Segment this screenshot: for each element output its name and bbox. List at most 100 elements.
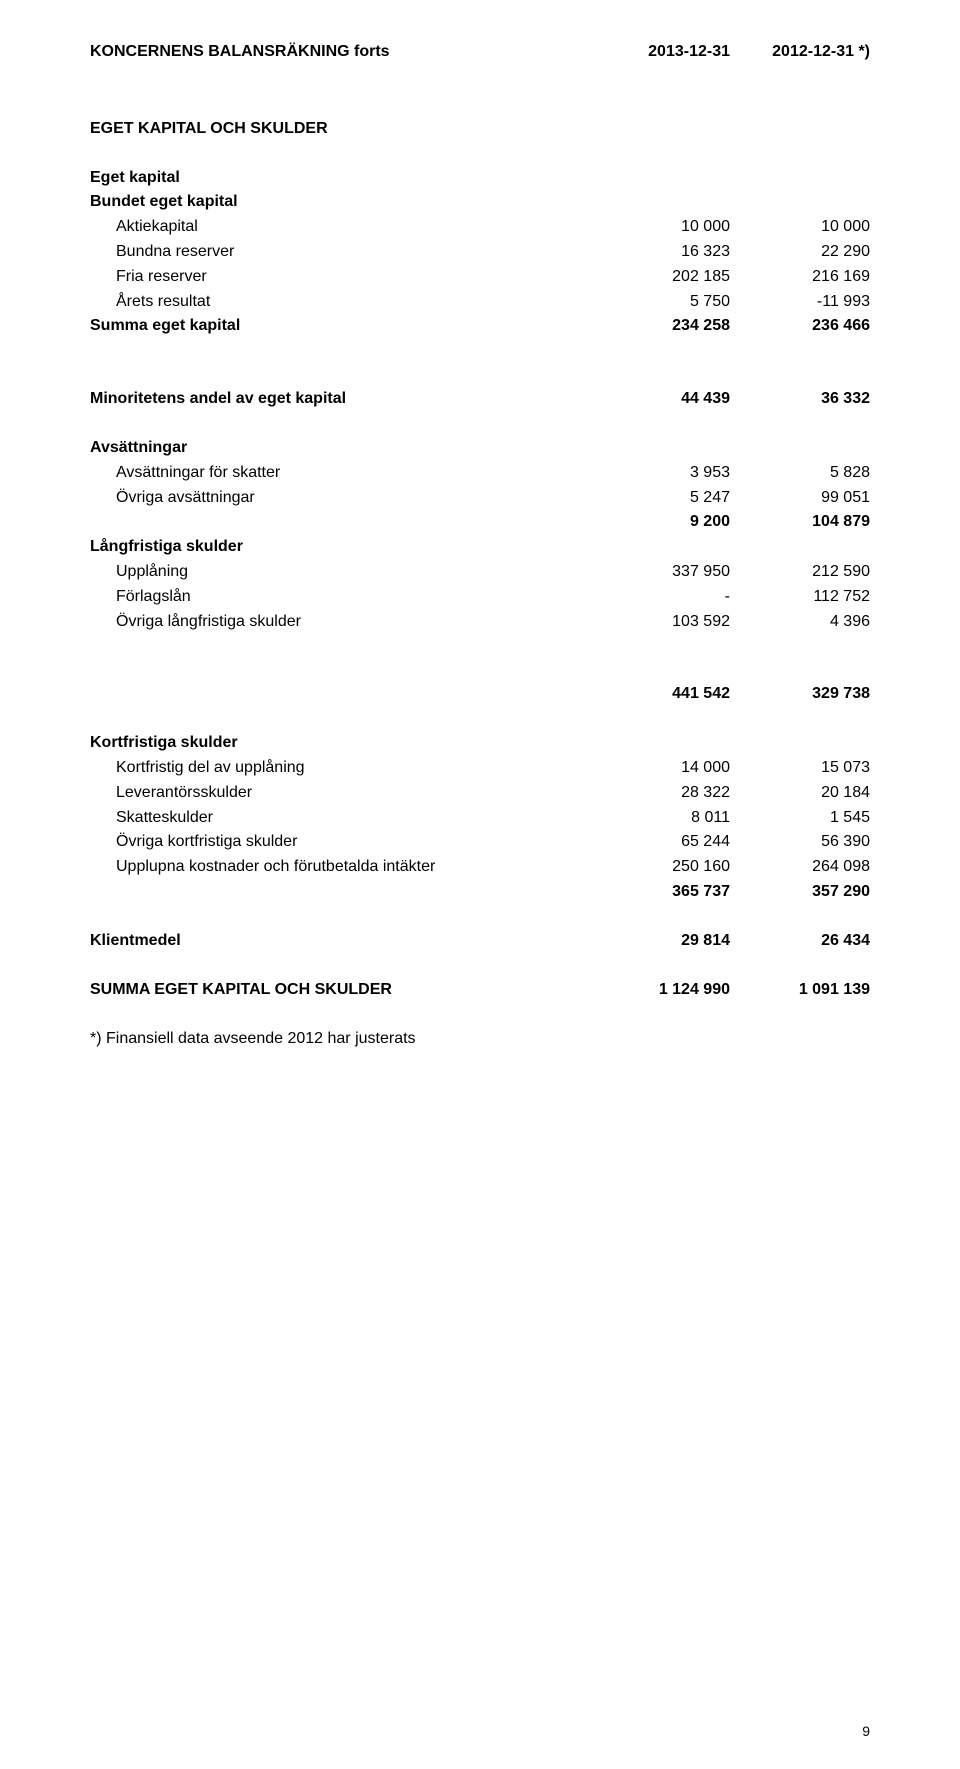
sum-value: 236 466 <box>730 314 870 339</box>
row-label: Upplupna kostnader och förutbetalda intä… <box>90 855 590 880</box>
empty-label <box>90 682 590 707</box>
row-value: 56 390 <box>730 830 870 855</box>
row-label: Bundna reserver <box>90 240 590 265</box>
row-value: 1 545 <box>730 806 870 831</box>
table-row: Upplåning 337 950 212 590 <box>90 560 870 585</box>
table-row: Årets resultat 5 750 -11 993 <box>90 290 870 315</box>
table-row: Bundna reserver 16 323 22 290 <box>90 240 870 265</box>
row-value: 103 592 <box>590 610 730 635</box>
subtotal-row: 365 737 357 290 <box>90 880 870 905</box>
heading-label: Avsättningar <box>90 436 870 461</box>
klientmedel-row: Klientmedel 29 814 26 434 <box>90 929 870 954</box>
row-value: 365 737 <box>590 880 730 905</box>
row-value: 250 160 <box>590 855 730 880</box>
heading-label: Långfristiga skulder <box>90 535 870 560</box>
row-label: Kortfristig del av upplåning <box>90 756 590 781</box>
row-value: 20 184 <box>730 781 870 806</box>
total-label: SUMMA EGET KAPITAL OCH SKULDER <box>90 978 590 1003</box>
row-label: Minoritetens andel av eget kapital <box>90 387 590 412</box>
footnote: *) Finansiell data avseende 2012 har jus… <box>90 1030 870 1048</box>
row-value: 202 185 <box>590 265 730 290</box>
row-label: Övriga avsättningar <box>90 486 590 511</box>
table-row: Aktiekapital 10 000 10 000 <box>90 215 870 240</box>
row-value: 10 000 <box>590 215 730 240</box>
table-row: Övriga avsättningar 5 247 99 051 <box>90 486 870 511</box>
page-title: KONCERNENS BALANSRÄKNING forts <box>90 40 590 65</box>
row-label: Årets resultat <box>90 290 590 315</box>
row-value: 5 247 <box>590 486 730 511</box>
total-row: SUMMA EGET KAPITAL OCH SKULDER 1 124 990… <box>90 978 870 1003</box>
row-value: -11 993 <box>730 290 870 315</box>
row-value: 112 752 <box>730 585 870 610</box>
header-row: KONCERNENS BALANSRÄKNING forts 2013-12-3… <box>90 40 870 65</box>
table-row: Avsättningar för skatter 3 953 5 828 <box>90 461 870 486</box>
row-value: 104 879 <box>730 510 870 535</box>
row-value: 14 000 <box>590 756 730 781</box>
heading-label: Eget kapital <box>90 166 870 191</box>
row-value: 4 396 <box>730 610 870 635</box>
row-label: Avsättningar för skatter <box>90 461 590 486</box>
header-col2: 2012-12-31 *) <box>730 40 870 65</box>
row-value: 9 200 <box>590 510 730 535</box>
empty-label <box>90 510 590 535</box>
row-value: 264 098 <box>730 855 870 880</box>
section-title: EGET KAPITAL OCH SKULDER <box>90 117 870 142</box>
row-value: 22 290 <box>730 240 870 265</box>
table-row: Skatteskulder 8 011 1 545 <box>90 806 870 831</box>
row-value: 44 439 <box>590 387 730 412</box>
sub-heading-label: Bundet eget kapital <box>90 190 870 215</box>
avsattningar-heading: Avsättningar <box>90 436 870 461</box>
row-value: 8 011 <box>590 806 730 831</box>
row-value: 10 000 <box>730 215 870 240</box>
row-label: Övriga långfristiga skulder <box>90 610 590 635</box>
row-label: Övriga kortfristiga skulder <box>90 830 590 855</box>
bundet-heading: Bundet eget kapital <box>90 190 870 215</box>
table-row: Kortfristig del av upplåning 14 000 15 0… <box>90 756 870 781</box>
row-value: 357 290 <box>730 880 870 905</box>
section-title-label: EGET KAPITAL OCH SKULDER <box>90 117 870 142</box>
heading-label: Kortfristiga skulder <box>90 731 870 756</box>
row-value: 99 051 <box>730 486 870 511</box>
langfristiga-sum-row: 441 542 329 738 <box>90 682 870 707</box>
row-value: 28 322 <box>590 781 730 806</box>
row-label: Förlagslån <box>90 585 590 610</box>
langfristiga-heading: Långfristiga skulder <box>90 535 870 560</box>
row-label: Fria reserver <box>90 265 590 290</box>
row-label: Klientmedel <box>90 929 590 954</box>
row-value: 3 953 <box>590 461 730 486</box>
sum-row: Summa eget kapital 234 258 236 466 <box>90 314 870 339</box>
row-label: Aktiekapital <box>90 215 590 240</box>
subtotal-row: 9 200 104 879 <box>90 510 870 535</box>
sum-value: 329 738 <box>730 682 870 707</box>
row-value: 5 828 <box>730 461 870 486</box>
row-value: 16 323 <box>590 240 730 265</box>
sum-label: Summa eget kapital <box>90 314 590 339</box>
table-row: Fria reserver 202 185 216 169 <box>90 265 870 290</box>
row-value: 65 244 <box>590 830 730 855</box>
row-value: 5 750 <box>590 290 730 315</box>
kortfristiga-heading: Kortfristiga skulder <box>90 731 870 756</box>
empty-label <box>90 880 590 905</box>
row-value: 216 169 <box>730 265 870 290</box>
row-value: 337 950 <box>590 560 730 585</box>
page-number: 9 <box>862 1723 870 1739</box>
table-row: Övriga långfristiga skulder 103 592 4 39… <box>90 610 870 635</box>
total-value: 1 091 139 <box>730 978 870 1003</box>
row-value: 29 814 <box>590 929 730 954</box>
row-value: 26 434 <box>730 929 870 954</box>
header-col1: 2013-12-31 <box>590 40 730 65</box>
row-value: 36 332 <box>730 387 870 412</box>
row-value: 15 073 <box>730 756 870 781</box>
table-row: Upplupna kostnader och förutbetalda intä… <box>90 855 870 880</box>
table-row: Övriga kortfristiga skulder 65 244 56 39… <box>90 830 870 855</box>
eget-kapital-heading: Eget kapital <box>90 166 870 191</box>
minoritet-row: Minoritetens andel av eget kapital 44 43… <box>90 387 870 412</box>
table-row: Förlagslån - 112 752 <box>90 585 870 610</box>
row-label: Skatteskulder <box>90 806 590 831</box>
row-label: Leverantörsskulder <box>90 781 590 806</box>
sum-value: 441 542 <box>590 682 730 707</box>
page: KONCERNENS BALANSRÄKNING forts 2013-12-3… <box>0 0 960 1769</box>
total-value: 1 124 990 <box>590 978 730 1003</box>
row-value: - <box>590 585 730 610</box>
row-label: Upplåning <box>90 560 590 585</box>
